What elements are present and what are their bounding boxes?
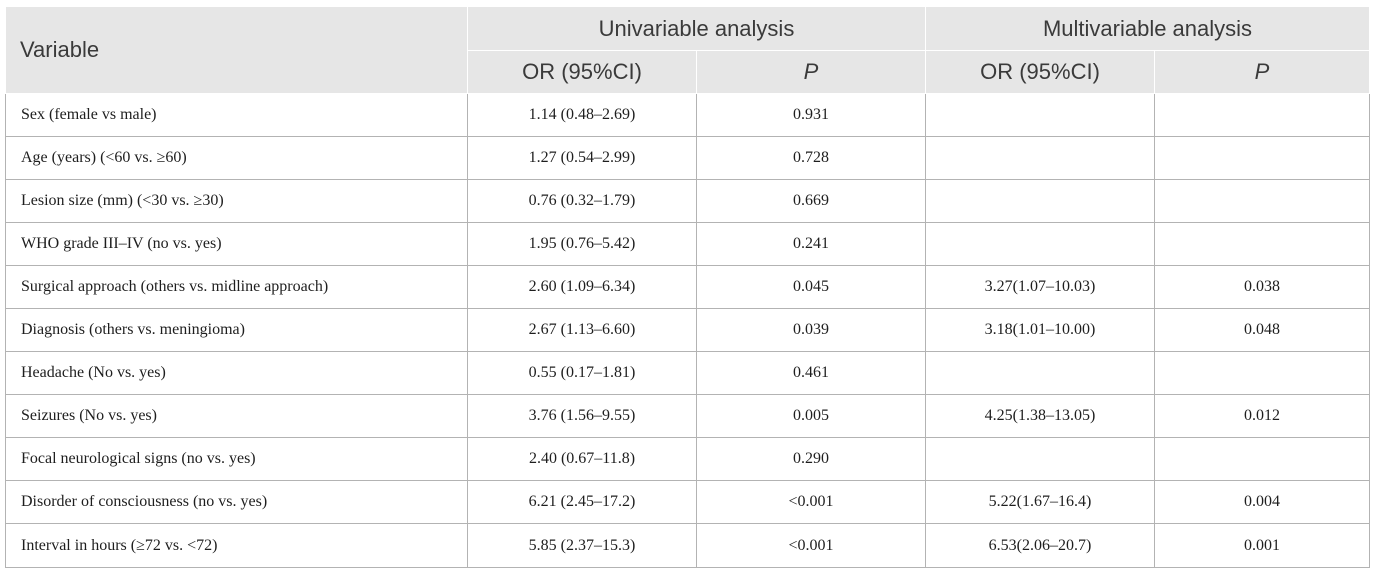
univariable-p-cell: 0.931 — [696, 93, 926, 137]
multivariable-p-cell — [1154, 222, 1370, 266]
univariable-p-cell: 0.005 — [696, 394, 926, 438]
univariable-or-cell: 2.40 (0.67–11.8) — [467, 437, 697, 481]
univariable-p-cell: <0.001 — [696, 480, 926, 524]
table-row: Seizures (No vs. yes) 3.76 (1.56–9.55) 0… — [5, 394, 1370, 438]
univariable-or-cell: 0.55 (0.17–1.81) — [467, 351, 697, 395]
univariable-p-header: P — [696, 50, 926, 94]
univariable-p-cell: 0.669 — [696, 179, 926, 223]
variable-cell: Interval in hours (≥72 vs. <72) — [5, 523, 468, 568]
variable-cell: Lesion size (mm) (<30 vs. ≥30) — [5, 179, 468, 223]
multivariable-or-cell: 3.18(1.01–10.00) — [925, 308, 1155, 352]
table-row: WHO grade III–IV (no vs. yes) 1.95 (0.76… — [5, 222, 1370, 266]
univariable-or-cell: 1.27 (0.54–2.99) — [467, 136, 697, 180]
variable-cell: Sex (female vs male) — [5, 93, 468, 137]
multivariable-p-cell: 0.001 — [1154, 523, 1370, 568]
table-row: Lesion size (mm) (<30 vs. ≥30) 0.76 (0.3… — [5, 179, 1370, 223]
variable-cell: WHO grade III–IV (no vs. yes) — [5, 222, 468, 266]
univariable-p-cell: 0.241 — [696, 222, 926, 266]
multivariable-group-header: Multivariable analysis — [925, 6, 1370, 51]
multivariable-p-cell — [1154, 437, 1370, 481]
table-row: Diagnosis (others vs. meningioma) 2.67 (… — [5, 308, 1370, 352]
table-row: Disorder of consciousness (no vs. yes) 6… — [5, 480, 1370, 524]
multivariable-p-cell — [1154, 351, 1370, 395]
regression-table: Variable Univariable analysis Multivaria… — [5, 6, 1370, 568]
multivariable-p-cell: 0.012 — [1154, 394, 1370, 438]
multivariable-or-cell: 4.25(1.38–13.05) — [925, 394, 1155, 438]
univariable-or-cell: 1.95 (0.76–5.42) — [467, 222, 697, 266]
variable-cell: Seizures (No vs. yes) — [5, 394, 468, 438]
multivariable-or-cell — [925, 179, 1155, 223]
multivariable-or-header: OR (95%CI) — [925, 50, 1155, 94]
univariable-p-cell: <0.001 — [696, 523, 926, 568]
multivariable-p-cell — [1154, 93, 1370, 137]
variable-cell: Headache (No vs. yes) — [5, 351, 468, 395]
variable-cell: Surgical approach (others vs. midline ap… — [5, 265, 468, 309]
table-row: Age (years) (<60 vs. ≥60) 1.27 (0.54–2.9… — [5, 136, 1370, 180]
univariable-or-cell: 1.14 (0.48–2.69) — [467, 93, 697, 137]
univariable-or-cell: 2.60 (1.09–6.34) — [467, 265, 697, 309]
multivariable-or-cell — [925, 136, 1155, 180]
table-row: Surgical approach (others vs. midline ap… — [5, 265, 1370, 309]
univariable-p-cell: 0.728 — [696, 136, 926, 180]
multivariable-or-cell — [925, 93, 1155, 137]
multivariable-or-cell — [925, 351, 1155, 395]
header-row-subcolumns: OR (95%CI) P OR (95%CI) P — [6, 50, 1370, 94]
variable-cell: Diagnosis (others vs. meningioma) — [5, 308, 468, 352]
variable-cell: Age (years) (<60 vs. ≥60) — [5, 136, 468, 180]
table-body: Sex (female vs male) 1.14 (0.48–2.69) 0.… — [5, 93, 1370, 568]
table-row: Focal neurological signs (no vs. yes) 2.… — [5, 437, 1370, 481]
univariable-p-cell: 0.290 — [696, 437, 926, 481]
univariable-or-cell: 2.67 (1.13–6.60) — [467, 308, 697, 352]
table-header: Variable Univariable analysis Multivaria… — [5, 6, 1370, 94]
univariable-or-cell: 0.76 (0.32–1.79) — [467, 179, 697, 223]
header-row-groups: Variable Univariable analysis Multivaria… — [5, 6, 1370, 94]
multivariable-p-cell: 0.004 — [1154, 480, 1370, 524]
univariable-or-cell: 6.21 (2.45–17.2) — [467, 480, 697, 524]
multivariable-or-cell — [925, 222, 1155, 266]
multivariable-or-cell — [925, 437, 1155, 481]
univariable-p-cell: 0.039 — [696, 308, 926, 352]
multivariable-p-cell — [1154, 136, 1370, 180]
variable-cell: Disorder of consciousness (no vs. yes) — [5, 480, 468, 524]
variable-cell: Focal neurological signs (no vs. yes) — [5, 437, 468, 481]
variable-column-header: Variable — [5, 6, 468, 94]
multivariable-p-cell — [1154, 179, 1370, 223]
univariable-p-cell: 0.045 — [696, 265, 926, 309]
univariable-p-cell: 0.461 — [696, 351, 926, 395]
univariable-group-header: Univariable analysis — [467, 6, 926, 51]
table-row: Interval in hours (≥72 vs. <72) 5.85 (2.… — [5, 523, 1370, 568]
multivariable-p-cell: 0.038 — [1154, 265, 1370, 309]
univariable-or-cell: 5.85 (2.37–15.3) — [467, 523, 697, 568]
multivariable-or-cell: 5.22(1.67–16.4) — [925, 480, 1155, 524]
multivariable-p-header: P — [1154, 50, 1370, 94]
multivariable-p-cell: 0.048 — [1154, 308, 1370, 352]
univariable-or-header: OR (95%CI) — [467, 50, 697, 94]
multivariable-or-cell: 3.27(1.07–10.03) — [925, 265, 1155, 309]
univariable-or-cell: 3.76 (1.56–9.55) — [467, 394, 697, 438]
multivariable-or-cell: 6.53(2.06–20.7) — [925, 523, 1155, 568]
table-row: Sex (female vs male) 1.14 (0.48–2.69) 0.… — [5, 93, 1370, 137]
table-row: Headache (No vs. yes) 0.55 (0.17–1.81) 0… — [5, 351, 1370, 395]
